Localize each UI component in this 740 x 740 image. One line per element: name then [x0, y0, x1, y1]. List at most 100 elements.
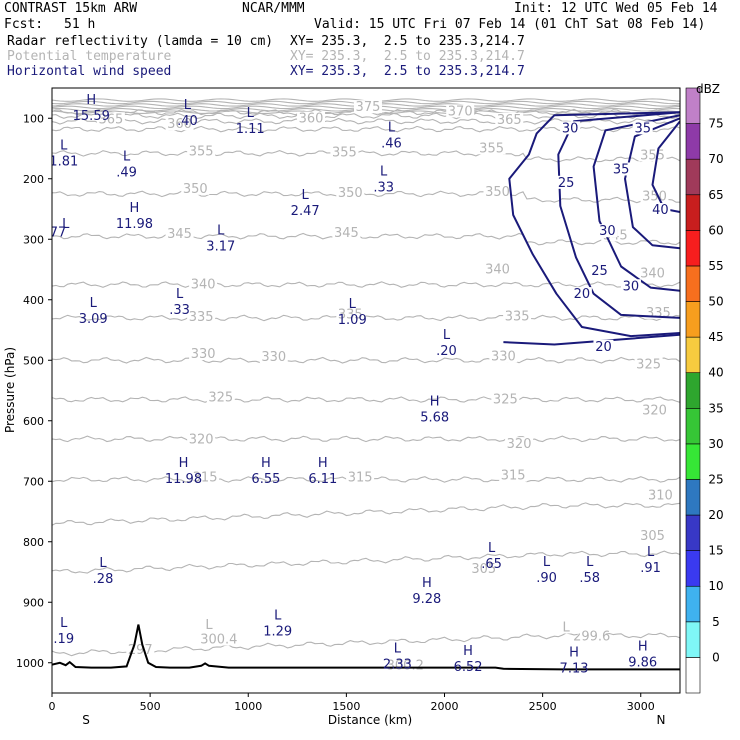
wind-extremum-value: 6.11: [308, 472, 337, 487]
reflectivity-label: 25: [558, 176, 575, 191]
wind-extremum-value: 15.59: [73, 109, 110, 124]
theta-label: 365: [98, 112, 123, 127]
wind-extremum-value: .49: [116, 165, 137, 180]
theta-label-bg: [577, 629, 606, 643]
theta-label-bg: [640, 403, 669, 417]
theta-label: L: [563, 620, 571, 635]
reflectivity-label: 30: [623, 279, 640, 294]
theta-label-bg: [165, 117, 194, 131]
y-tick-label: 500: [23, 354, 44, 367]
colorbar-unit: dBZ: [696, 82, 720, 96]
colorbar-label: 5: [712, 615, 720, 629]
colorbar-label: 45: [708, 330, 723, 344]
field-name-theta: Potential temperature: [7, 49, 172, 64]
wind-extremum-value: .20: [436, 344, 457, 359]
terrain-profile: [52, 624, 680, 671]
theta-label: 320: [507, 437, 532, 452]
theta-label: 360: [167, 117, 192, 132]
colorbar-swatch: [685, 443, 701, 480]
theta-isoline: [52, 550, 680, 574]
wind-extremum-type: L: [394, 641, 402, 656]
theta-label: 330: [261, 350, 286, 365]
theta-label-bg: [483, 262, 512, 276]
theta-label-bg: [206, 390, 235, 404]
theta-label-bg: [189, 347, 218, 361]
field-name-reflectivity: Radar reflectivity (lamda = 10 cm): [7, 34, 274, 49]
wind-extremum-type: L: [586, 555, 594, 570]
colorbar-label: 20: [708, 508, 723, 522]
theta-label-bg: [187, 144, 216, 158]
plot-frame: [51, 87, 681, 694]
wind-extremum-type: H: [430, 394, 440, 409]
theta-label: 315: [193, 470, 218, 485]
wind-extremum-type: H: [318, 456, 328, 471]
wind-extremum-type: H: [422, 576, 432, 591]
wind-extremum-type: L: [217, 223, 225, 238]
theta-label: 335: [189, 310, 214, 325]
theta-label-bg: [489, 349, 518, 363]
wind-extremum-type: L: [380, 165, 388, 180]
theta-label-bg: [195, 618, 223, 632]
reflectivity-labels: 30 35 25 35 40 30 25 30 20 20: [556, 121, 671, 355]
y-tick-label: 100: [23, 112, 44, 125]
wind-extremum-value: .90: [536, 571, 557, 586]
reflectivity-label-bg: [556, 175, 577, 189]
y-axis-title: Pressure (hPa): [3, 347, 17, 433]
wind-extremum-type: L: [302, 188, 310, 203]
wind-extremum-value: 3.09: [79, 312, 108, 327]
colorbar-swatch: [685, 514, 701, 551]
y-tick-label: 400: [23, 294, 44, 307]
wind-extremum-value: .33: [169, 303, 190, 318]
wind-extremum-value: .58: [579, 571, 600, 586]
colorbar-label: 15: [708, 544, 723, 558]
colorbar-swatch: [685, 265, 701, 302]
field-name-wind: Horizontal wind speed: [7, 64, 172, 79]
terrain-line: [52, 624, 680, 671]
colorbar-label: 0: [712, 650, 720, 664]
theta-label: 350: [338, 186, 363, 201]
reflectivity-label-bg: [560, 121, 581, 135]
theta-label: 355: [640, 149, 665, 164]
theta-isoline: [52, 632, 680, 657]
forecast-label: Fcst:: [4, 17, 44, 32]
colorbar-label: 50: [708, 295, 723, 309]
theta-label-bg: [191, 470, 220, 484]
wind-extremum-value: .91: [640, 561, 661, 576]
colorbar-swatch: [685, 230, 701, 267]
reflectivity-label: 30: [599, 224, 616, 239]
theta-isoline: [52, 396, 680, 403]
y-tick-label: 1000: [16, 657, 44, 670]
colorbar-swatch: [685, 123, 701, 160]
theta-label: 370: [448, 104, 473, 119]
theta-isoline: [52, 435, 680, 443]
reflectivity-label: 25: [591, 264, 608, 279]
model-title: CONTRAST 15km ARW: [4, 1, 138, 16]
wind-extremum-type: L: [62, 217, 70, 232]
theta-label-bg: [181, 181, 210, 195]
theta-label: 330: [191, 347, 216, 362]
theta-label-bg: [634, 357, 663, 371]
colorbar-swatch: [685, 657, 701, 694]
theta-label-bg: [187, 432, 216, 446]
wind-extremum-type: L: [90, 296, 98, 311]
theta-label-bg: [204, 632, 233, 646]
theta-label: 300.2: [387, 659, 424, 674]
theta-label-bg: [491, 392, 520, 406]
wind-extremum-value: 2.33: [383, 657, 412, 672]
x-tick-label: 1500: [332, 700, 360, 713]
wind-extremum-type: L: [60, 616, 68, 631]
wind-extremum-type: L: [274, 609, 282, 624]
wind-extremum-value: .28: [93, 572, 114, 587]
reflectivity-label-bg: [593, 339, 614, 353]
wind-partial-value: .77: [46, 226, 67, 241]
field-xy-wind: XY= 235.3, 2.5 to 235.3,214.7: [290, 64, 525, 79]
theta-label: 305: [471, 562, 496, 577]
wind-extremum-value: 1.09: [338, 313, 367, 328]
colorbar-label: 65: [708, 188, 723, 202]
theta-label: 340: [485, 262, 510, 277]
colorbar-swatch: [685, 550, 701, 587]
colorbar-swatch: [685, 585, 701, 623]
theta-label-bg: [189, 277, 218, 291]
wind-extremum-type: H: [86, 93, 96, 108]
